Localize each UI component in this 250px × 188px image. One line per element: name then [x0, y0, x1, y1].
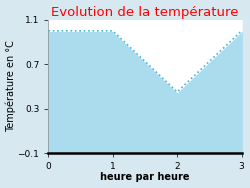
X-axis label: heure par heure: heure par heure: [100, 172, 190, 182]
Title: Evolution de la température: Evolution de la température: [51, 6, 239, 19]
Y-axis label: Température en °C: Température en °C: [6, 40, 16, 132]
